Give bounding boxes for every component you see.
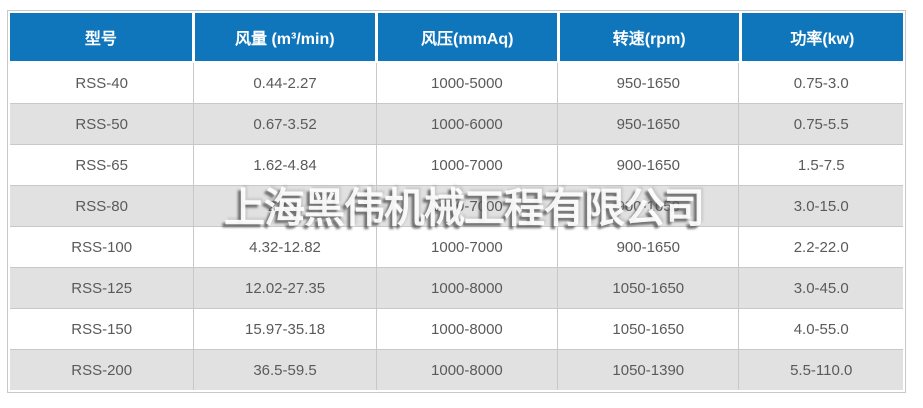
spec-table: 型号 风量 (m³/min) 风压(mmAq) 转速(rpm) 功率(kw) RSS-4… — [7, 10, 906, 393]
table-cell: 950-1650 — [558, 63, 740, 103]
table-cell: 4.32-12.82 — [194, 226, 377, 267]
table-cell: RSS-125 — [10, 267, 195, 308]
table-cell: RSS-65 — [10, 144, 195, 185]
table-cell: 900-1650 — [558, 144, 740, 185]
table-cell: 15.97-35.18 — [194, 308, 377, 349]
table-cell: 1.62-4.84 — [194, 144, 377, 185]
table-cell: 2.2-22.0 — [739, 226, 903, 267]
table-cell: 3.0-15.0 — [739, 185, 903, 226]
table-cell: 1050-1650 — [558, 308, 740, 349]
header-cell-4: 功率(kw) — [741, 13, 903, 61]
table-cell: 1000-7000 — [376, 226, 559, 267]
table-cell: 0.44-2.27 — [194, 63, 377, 103]
table-cell: 0.67-3.52 — [194, 103, 377, 144]
table-cell: 1000-5000 — [376, 63, 559, 103]
table-cell: RSS-200 — [10, 349, 195, 390]
table-cell: RSS-100 — [10, 226, 195, 267]
table-cell: 1050-1390 — [558, 349, 740, 390]
table-cell: 5.5-110.0 — [739, 349, 903, 390]
table-cell: RSS-150 — [10, 308, 195, 349]
table-cell: 36.5-59.5 — [194, 349, 377, 390]
table-header-row: 型号 风量 (m³/min) 风压(mmAq) 转速(rpm) 功率(kw) — [10, 13, 903, 61]
table-cell: RSS-80 — [10, 185, 195, 226]
table-cell: 1000-6000 — [376, 103, 559, 144]
table-cell: 2.15- — [194, 185, 377, 226]
header-cell-3: 转速(rpm) — [559, 13, 739, 61]
table-cell: 950-1650 — [558, 103, 740, 144]
table-cell: 900-1650 — [558, 226, 740, 267]
table-cell: 1000-8000 — [376, 308, 559, 349]
table-cell: 4.0-55.0 — [739, 308, 903, 349]
table-cell: RSS-40 — [10, 63, 195, 103]
table-cell: 900-1650 — [558, 185, 740, 226]
header-cell-1: 风量 (m³/min) — [194, 13, 375, 61]
table-cell: 1.5-7.5 — [739, 144, 903, 185]
header-cell-0: 型号 — [10, 13, 192, 61]
table-cell: 1000-7000 — [376, 185, 559, 226]
table-cell: 1000-8000 — [376, 349, 559, 390]
table-cell: 1050-1650 — [558, 267, 740, 308]
table-cell: 0.75-5.5 — [739, 103, 903, 144]
table-cell: 0.75-3.0 — [739, 63, 903, 103]
header-cell-2: 风压(mmAq) — [377, 13, 557, 61]
table-body: RSS-40 0.44-2.27 1000-5000 950-1650 0.75-3.0… — [10, 63, 903, 390]
table-cell: 12.02-27.35 — [194, 267, 377, 308]
table-cell: 1000-7000 — [376, 144, 559, 185]
table-cell: 1000-8000 — [376, 267, 559, 308]
table-cell: RSS-50 — [10, 103, 195, 144]
table-cell: 3.0-45.0 — [739, 267, 903, 308]
